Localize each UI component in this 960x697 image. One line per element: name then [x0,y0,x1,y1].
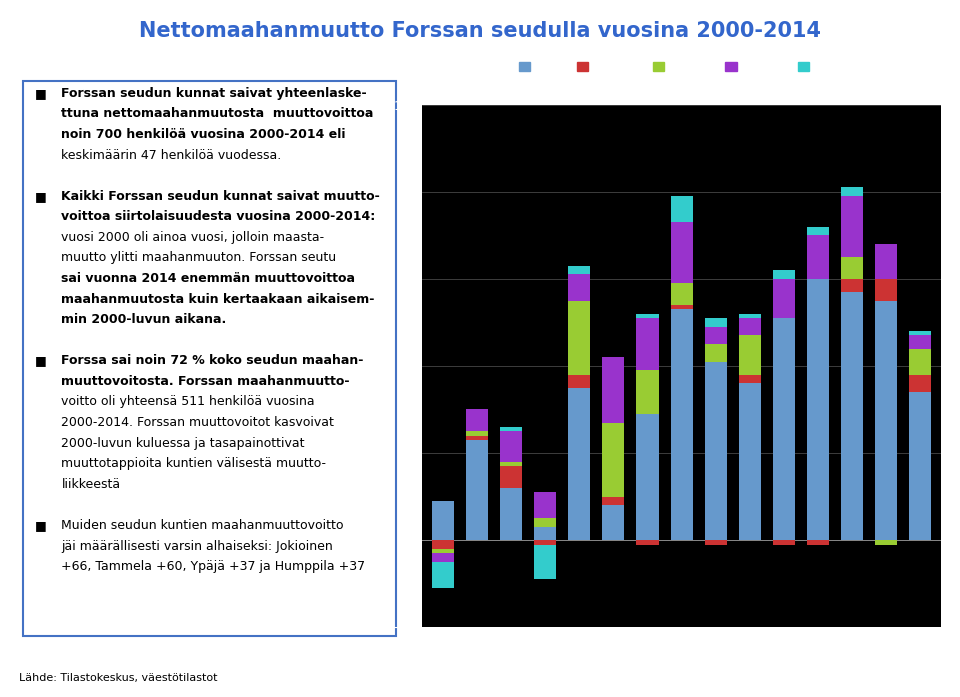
Bar [432,549,454,553]
Bar [534,519,556,527]
Bar [739,318,761,335]
Text: 2000-2014. Forssan muuttovoitot kasvoivat: 2000-2014. Forssan muuttovoitot kasvoiva… [61,416,334,429]
Bar [602,357,624,422]
Bar [500,466,522,488]
Bar [534,544,556,579]
Bar [807,227,829,236]
Bar [739,335,761,375]
Text: Muiden seudun kuntien maahanmuuttovoitto: Muiden seudun kuntien maahanmuuttovoitto [61,519,344,532]
Text: vuosi 2000 oli ainoa vuosi, jolloin maasta-: vuosi 2000 oli ainoa vuosi, jolloin maas… [61,231,324,244]
Bar [432,562,454,588]
Bar [909,348,931,375]
Bar [909,335,931,348]
Bar [636,414,659,540]
Text: Forssan seudun kunnat saivat yhteenlaske-: Forssan seudun kunnat saivat yhteenlaske… [61,87,367,100]
Bar [432,501,454,540]
Text: ■: ■ [35,190,46,203]
FancyBboxPatch shape [23,81,396,636]
Bar [841,257,863,279]
Bar [568,388,590,540]
Bar [602,422,624,496]
Bar [876,244,898,279]
Text: ■: ■ [35,354,46,367]
Text: Nettomaahanmuutto Forssan seudulla vuosina 2000-2014: Nettomaahanmuutto Forssan seudulla vuosi… [139,21,821,41]
Bar [466,410,488,431]
Bar [876,300,898,540]
Bar [841,187,863,196]
Bar [807,236,829,279]
Text: 2000-luvun kuluessa ja tasapainottivat: 2000-luvun kuluessa ja tasapainottivat [61,436,305,450]
Bar [773,318,795,540]
Bar [670,283,693,305]
Text: muuttovoitosta. Forssan maahanmuutto-: muuttovoitosta. Forssan maahanmuutto- [61,375,350,388]
Bar [534,540,556,544]
Bar [602,505,624,540]
Bar [466,440,488,540]
Bar [739,383,761,540]
Legend: Forssa, Humppila, Jokioinen, Tammela, Ypäjä: Forssa, Humppila, Jokioinen, Tammela, Yp… [515,58,849,77]
Bar [500,462,522,466]
Bar [705,362,727,540]
Text: Kaikki Forssan seudun kunnat saivat muutto-: Kaikki Forssan seudun kunnat saivat muut… [61,190,380,203]
Text: maahanmuutosta kuin kertaakaan aikaisem-: maahanmuutosta kuin kertaakaan aikaisem- [61,293,374,305]
Bar [909,375,931,392]
Text: sai vuonna 2014 enemmän muuttovoittoa: sai vuonna 2014 enemmän muuttovoittoa [61,272,355,285]
Bar [432,553,454,562]
Bar [670,305,693,309]
Bar [500,431,522,462]
Bar [841,292,863,540]
Bar [876,279,898,300]
Text: voitto oli yhteensä 511 henkilöä vuosina: voitto oli yhteensä 511 henkilöä vuosina [61,395,315,408]
Text: ttuna nettomaahanmuutosta  muuttovoittoa: ttuna nettomaahanmuutosta muuttovoittoa [61,107,373,121]
Bar [568,375,590,388]
Bar [739,314,761,318]
Bar [568,300,590,375]
Bar [466,431,488,436]
Text: min 2000-luvun aikana.: min 2000-luvun aikana. [61,313,227,326]
Text: muutto ylitti maahanmuuton. Forssan seutu: muutto ylitti maahanmuuton. Forssan seut… [61,252,337,264]
Bar [636,318,659,370]
Text: muuttotappioita kuntien välisestä muutto-: muuttotappioita kuntien välisestä muutto… [61,457,326,470]
Text: liikkeestä: liikkeestä [61,477,121,491]
Bar [636,540,659,544]
Text: keskimäärin 47 henkilöä vuodessa.: keskimäärin 47 henkilöä vuodessa. [61,148,281,162]
Bar [773,270,795,279]
Text: Lähde: Tilastokeskus, väestötilastot: Lähde: Tilastokeskus, väestötilastot [19,673,218,683]
Bar [773,540,795,544]
Text: noin 700 henkilöä vuosina 2000-2014 eli: noin 700 henkilöä vuosina 2000-2014 eli [61,128,346,141]
Bar [841,279,863,292]
Bar [636,314,659,318]
Bar [670,222,693,283]
Bar [807,279,829,540]
Text: voittoa siirtolaisuudesta vuosina 2000-2014:: voittoa siirtolaisuudesta vuosina 2000-2… [61,210,375,223]
Bar [705,318,727,327]
Bar [534,527,556,540]
Text: jäi määrällisesti varsin alhaiseksi: Jokioinen: jäi määrällisesti varsin alhaiseksi: Jok… [61,539,333,553]
Text: +66, Tammela +60, Ypäjä +37 ja Humppila +37: +66, Tammela +60, Ypäjä +37 ja Humppila … [61,560,366,573]
Bar [909,331,931,335]
Bar [500,427,522,431]
Bar [807,540,829,544]
Bar [568,266,590,275]
Bar [705,540,727,544]
Bar [636,370,659,414]
Bar [773,279,795,318]
Bar [670,309,693,540]
Bar [876,540,898,544]
Bar [670,196,693,222]
Bar [841,196,863,257]
Bar [568,275,590,300]
Bar [705,344,727,362]
Text: Forssa sai noin 72 % koko seudun maahan-: Forssa sai noin 72 % koko seudun maahan- [61,354,364,367]
Text: ■: ■ [35,87,46,100]
Bar [534,492,556,519]
Bar [432,540,454,549]
Bar [466,436,488,440]
Bar [500,488,522,540]
Bar [909,392,931,540]
Text: ■: ■ [35,519,46,532]
Bar [602,496,624,505]
Bar [705,327,727,344]
Bar [739,375,761,383]
